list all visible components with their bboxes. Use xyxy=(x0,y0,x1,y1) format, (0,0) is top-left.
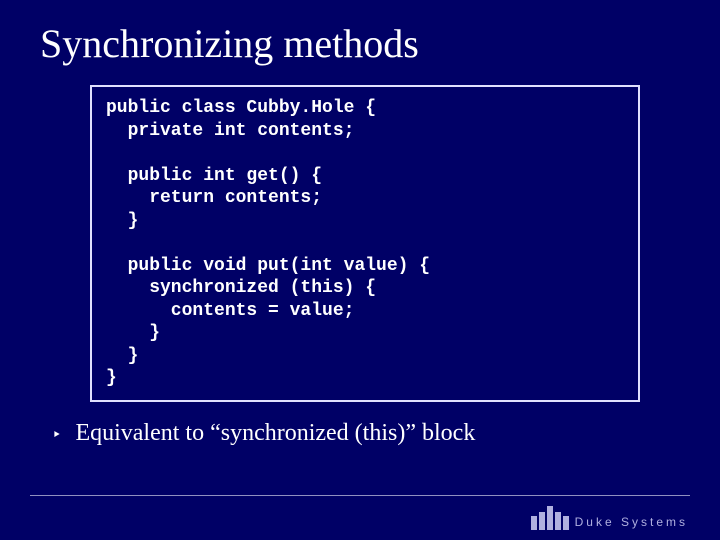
tower-icon xyxy=(539,512,545,530)
bullet-text: Equivalent to “synchronized (this)” bloc… xyxy=(75,420,475,447)
code-box: public class Cubby.Hole { private int co… xyxy=(90,85,640,402)
tower-icon xyxy=(563,516,569,530)
slide-title: Synchronizing methods xyxy=(40,20,690,67)
tower-icon xyxy=(531,516,537,530)
duke-chapel-icon xyxy=(531,506,569,530)
footer-logo: Duke Systems xyxy=(531,506,688,530)
bullet-item: ‣ Equivalent to “synchronized (this)” bl… xyxy=(52,420,690,447)
bullet-marker-icon: ‣ xyxy=(52,425,61,445)
footer-divider xyxy=(30,495,690,496)
slide: Synchronizing methods public class Cubby… xyxy=(0,0,720,540)
code-content: public class Cubby.Hole { private int co… xyxy=(106,97,624,390)
tower-icon xyxy=(555,512,561,530)
tower-icon xyxy=(547,506,553,530)
footer-logo-text: Duke Systems xyxy=(575,515,688,530)
